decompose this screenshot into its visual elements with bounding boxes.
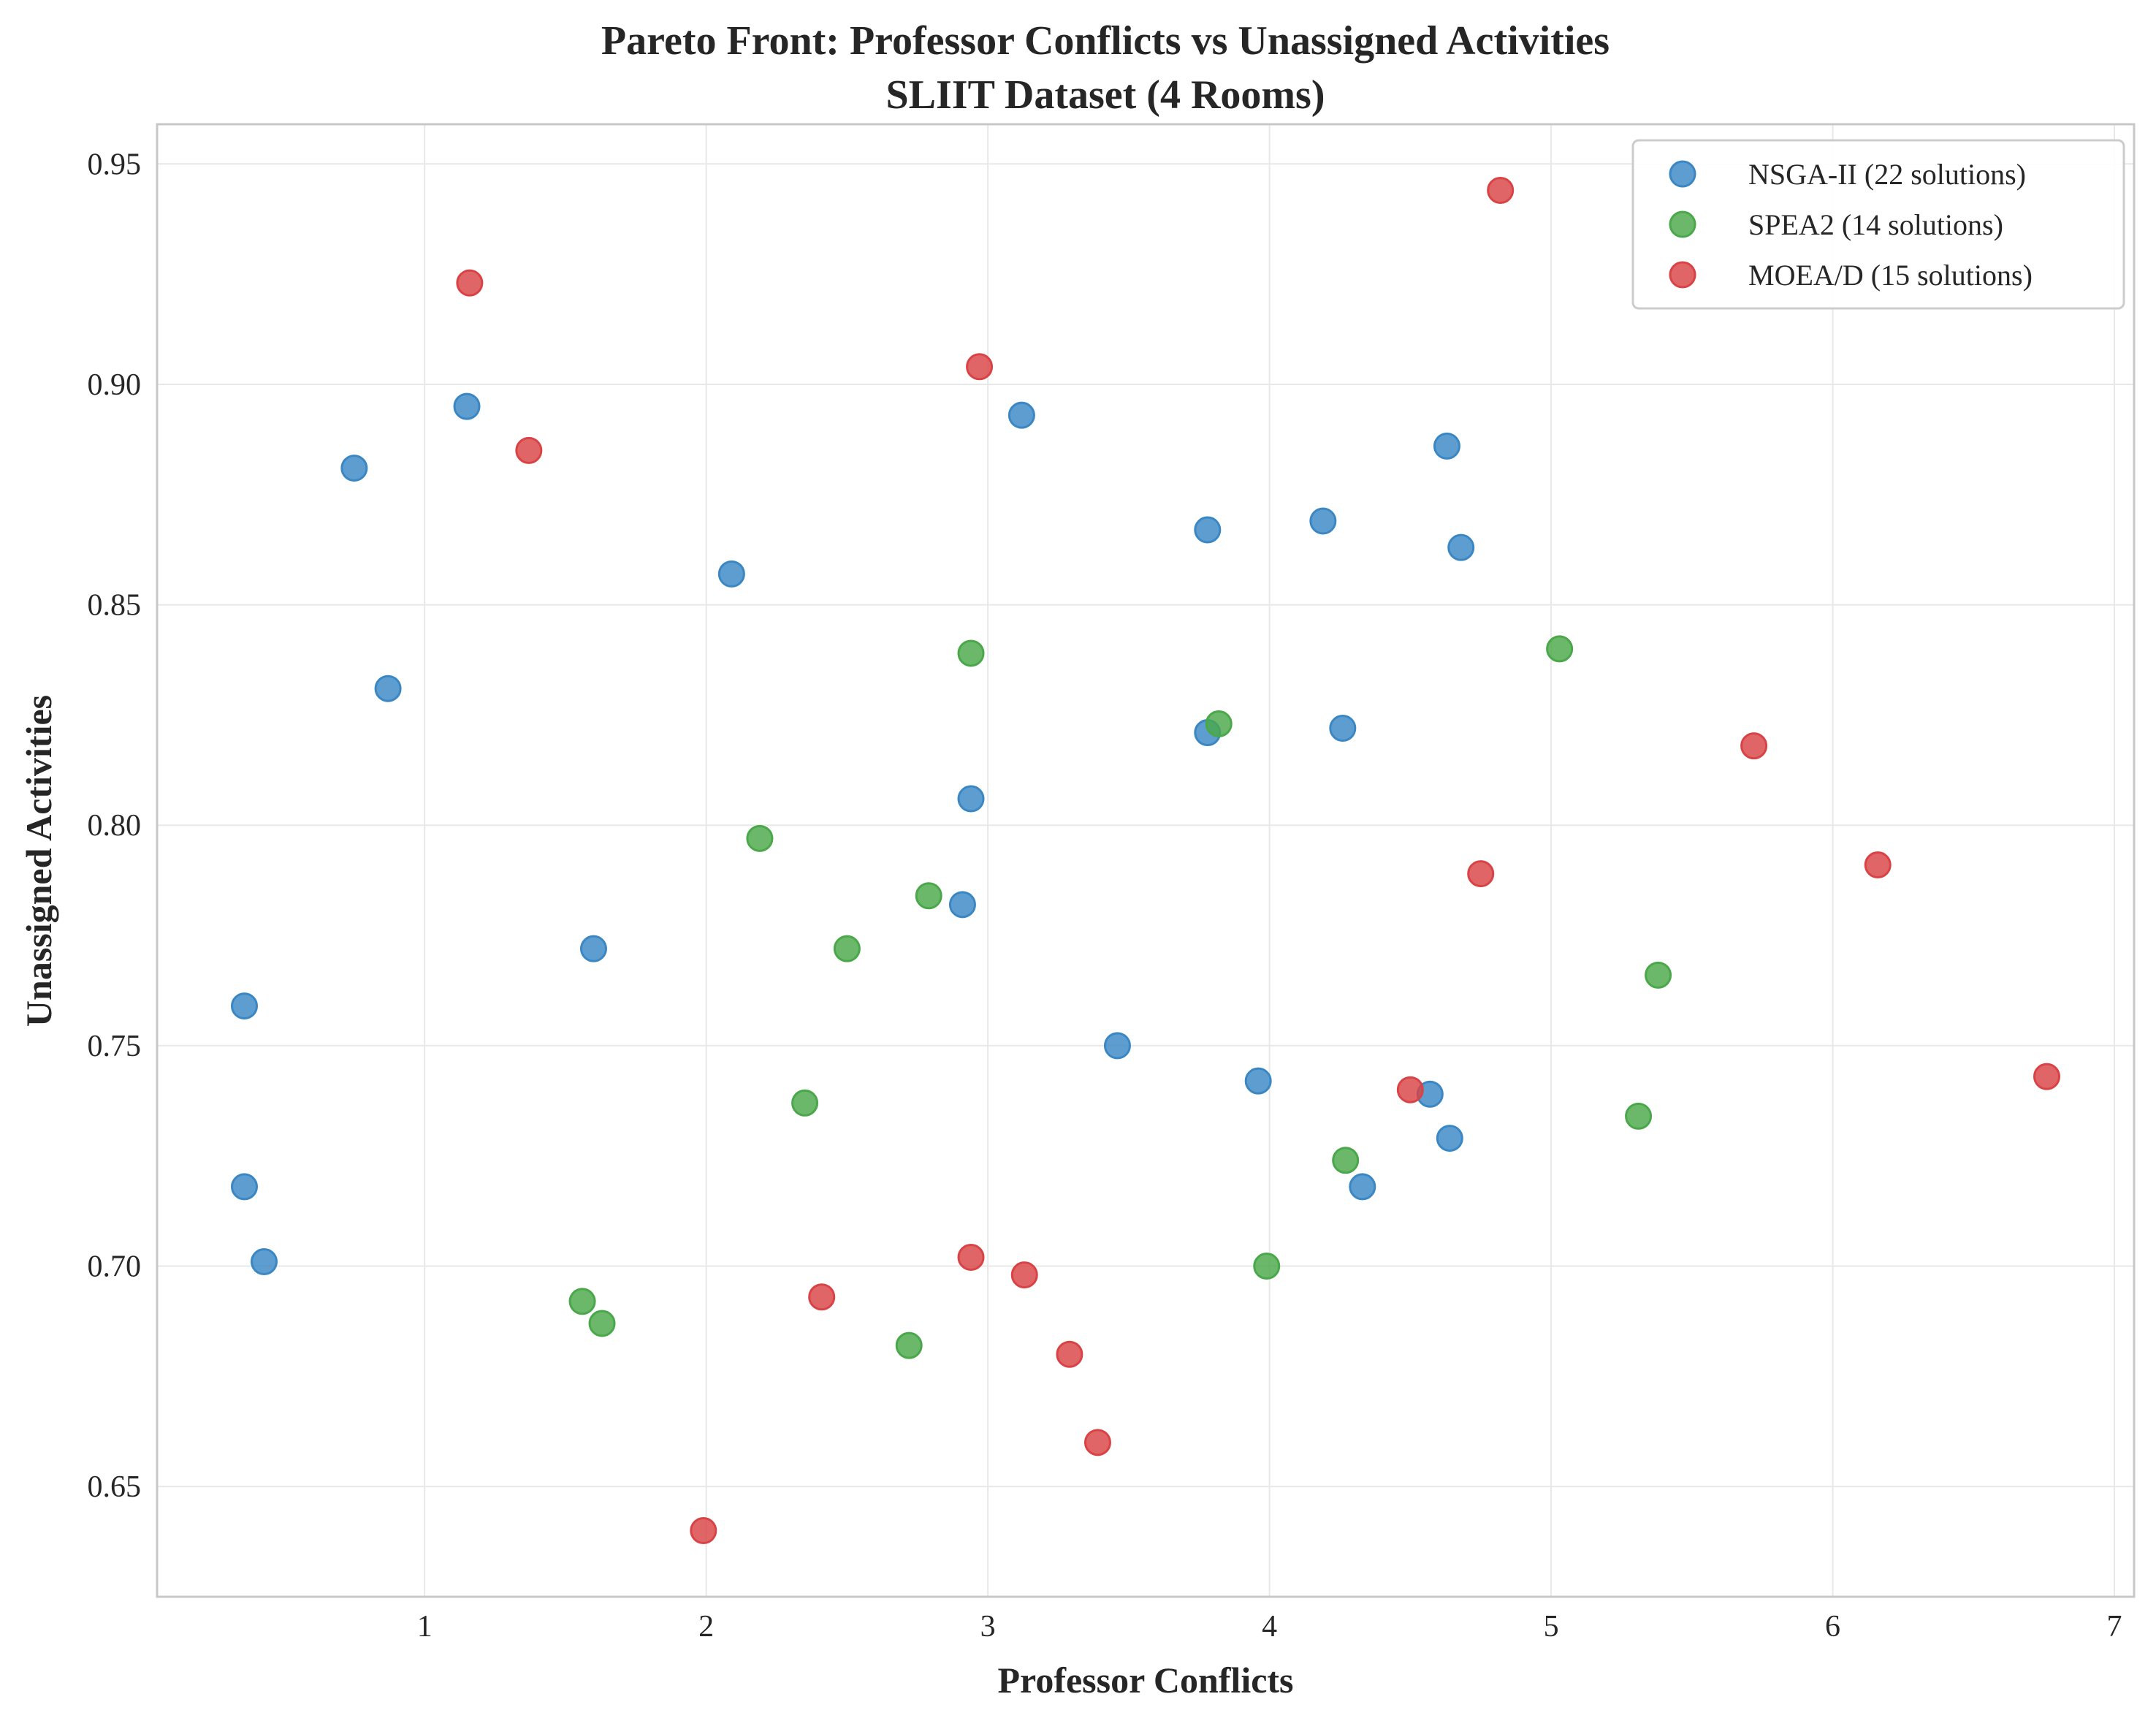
data-point [1436,1125,1463,1152]
data-point [1396,1076,1424,1103]
data-point [957,785,985,813]
data-point [568,1288,596,1315]
y-axis-ticks: 0.65 0.70 0.75 0.80 0.85 0.90 0.95 [88,148,142,1504]
legend-marker [1669,261,1696,289]
legend-marker [1669,160,1696,188]
x-tick-label: 5 [1544,1610,1559,1644]
data-point [374,675,402,702]
data-point [1332,1147,1360,1174]
data-point [957,1243,985,1271]
y-tick-label: 0.75 [88,1030,142,1063]
data-point [1329,715,1357,742]
data-point [1103,1032,1131,1060]
data-point [579,935,607,962]
data-point [1487,176,1515,204]
legend-box [1631,139,2125,310]
data-point [1194,516,1222,544]
data-point [2033,1063,2061,1090]
data-point [250,1247,278,1275]
data-point [1007,401,1035,429]
data-point [1010,1261,1038,1289]
data-point [966,353,994,381]
data-point [1253,1253,1281,1280]
data-point [915,882,942,910]
data-point [833,935,861,962]
y-tick-label: 0.65 [88,1470,142,1504]
data-point [340,455,368,482]
data-points [230,176,2061,1545]
legend-entry-label: NSGA-II (22 solutions) [1748,158,2026,191]
data-point [1625,1102,1653,1130]
data-point [957,639,985,667]
x-tick-label: 2 [698,1610,714,1644]
data-point [453,392,481,420]
data-point [1467,860,1495,888]
x-axis-ticks: 1 2 3 4 5 6 7 [417,1610,2122,1644]
x-axis-label: Professor Conflicts [997,1660,1293,1701]
series-3 [456,176,2061,1545]
y-axis-label: Unassigned Activities [18,695,59,1027]
data-point [1645,961,1672,989]
legend-entry-label: MOEA/D (15 solutions) [1748,259,2033,292]
x-tick-label: 1 [417,1610,433,1644]
x-tick-label: 7 [2107,1610,2122,1644]
data-point [808,1283,836,1311]
y-tick-label: 0.80 [88,809,142,843]
data-point [1349,1173,1376,1201]
data-point [1740,732,1768,760]
data-point [1546,635,1574,663]
data-point [1244,1067,1272,1095]
data-point [895,1331,923,1359]
data-point [1205,710,1233,737]
data-point [1309,507,1337,535]
data-point [791,1089,819,1117]
x-tick-label: 4 [1262,1610,1277,1644]
data-point [690,1517,717,1545]
data-point [456,269,484,297]
legend: NSGA-II (22 solutions) SPEA2 (14 solution… [1631,139,2125,310]
data-point [717,560,745,588]
legend-entry-label: SPEA2 (14 solutions) [1748,208,2003,241]
plot-area-frame [156,123,2136,1598]
chart-subtitle: SLIIT Dataset (4 Rooms) [886,72,1325,118]
series-1 [230,392,1475,1275]
x-tick-label: 3 [980,1610,996,1644]
data-point [1083,1429,1111,1456]
data-point [948,891,976,919]
data-point [588,1310,616,1337]
data-point [515,436,543,464]
chart-title: Pareto Front: Professor Conflicts vs Una… [601,18,1610,64]
legend-marker [1669,210,1696,238]
data-point [1433,432,1460,460]
data-point [1447,533,1475,561]
data-point [1056,1340,1083,1368]
data-point [746,824,774,852]
data-point [230,992,258,1020]
data-point [1864,851,1892,879]
y-tick-label: 0.95 [88,148,142,181]
y-tick-label: 0.90 [88,368,142,402]
series-2 [568,635,1672,1359]
data-point [230,1173,258,1201]
y-tick-label: 0.85 [88,589,142,623]
y-tick-label: 0.70 [88,1250,142,1284]
x-tick-label: 6 [1825,1610,1840,1644]
